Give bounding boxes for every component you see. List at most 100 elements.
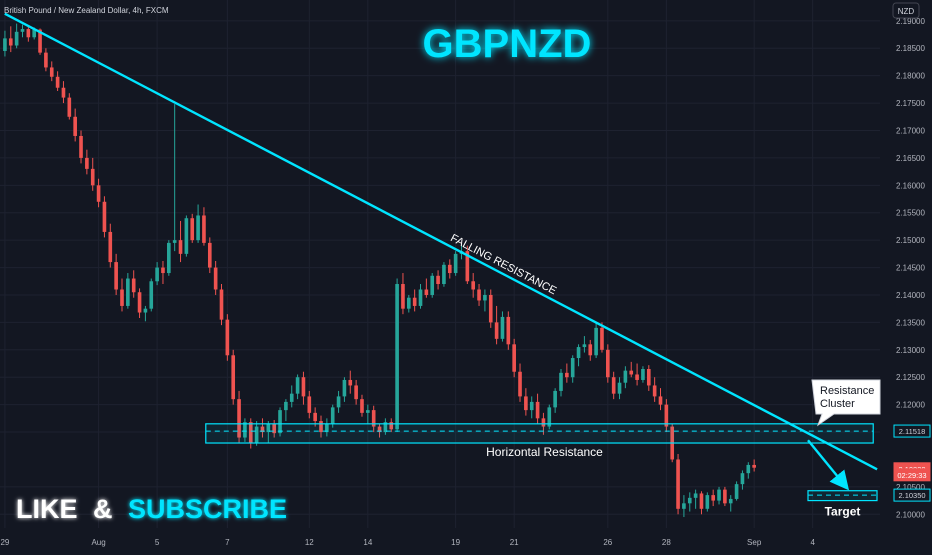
candle	[342, 377, 347, 402]
candle-body	[723, 489, 727, 504]
candle	[79, 130, 83, 164]
candle	[746, 462, 751, 479]
candle	[687, 492, 692, 512]
candle-body	[512, 344, 516, 372]
candle-body	[295, 377, 300, 394]
candle-body	[85, 157, 89, 169]
candle-body	[395, 284, 399, 430]
candle	[131, 270, 136, 298]
candle-body	[477, 289, 481, 301]
candle	[453, 251, 458, 276]
price-tag-text: 2.11518	[899, 427, 926, 436]
y-tick-label: 2.13000	[896, 346, 925, 355]
currency-badge[interactable]: NZD	[892, 2, 920, 19]
candle-body	[254, 426, 259, 444]
candle	[371, 405, 376, 433]
candle-body	[646, 368, 651, 386]
candle-body	[307, 396, 312, 413]
price-tag-level: 2.11518	[893, 424, 931, 438]
candle	[143, 305, 148, 322]
candle	[225, 314, 230, 361]
candle	[231, 349, 236, 405]
candle	[518, 363, 522, 402]
horizontal-resistance-zone[interactable]	[205, 423, 874, 444]
candle-body	[436, 275, 440, 285]
candle	[465, 245, 470, 285]
candle	[155, 262, 159, 286]
candle	[535, 393, 540, 424]
price-tag-box	[893, 424, 931, 438]
currency-badge-label: NZD	[898, 7, 915, 16]
candle-body	[658, 396, 663, 405]
candle-body	[635, 374, 639, 380]
x-tick-label: 12	[305, 538, 314, 547]
candle	[289, 385, 294, 408]
price-tag-level: 2.10350	[893, 488, 931, 502]
candle-body	[225, 319, 230, 356]
y-tick-label: 2.16500	[896, 154, 925, 163]
candle-body	[383, 422, 388, 433]
cta-ampersand: &	[93, 494, 113, 524]
candle-body	[377, 426, 382, 433]
candle	[734, 481, 739, 501]
candle	[682, 495, 686, 518]
y-tick-label: 2.15000	[896, 236, 925, 245]
candle	[401, 273, 405, 315]
candle	[85, 149, 89, 175]
candle-body	[260, 426, 265, 433]
candle-body	[717, 489, 721, 501]
candle-body	[518, 371, 522, 397]
candle-body	[401, 284, 405, 309]
candle-body	[406, 297, 411, 309]
y-tick-label: 2.15500	[896, 209, 925, 218]
candle-body	[453, 253, 458, 274]
y-tick-label: 2.12000	[896, 401, 925, 410]
candle	[635, 363, 639, 386]
target-zone[interactable]	[807, 490, 878, 502]
candle-body	[237, 399, 241, 438]
candle-body	[26, 29, 31, 38]
candle	[237, 390, 241, 444]
candle	[529, 396, 534, 419]
price-tag-countdown: 02:29:33	[893, 468, 931, 482]
candle-body	[500, 316, 505, 339]
candle-body	[752, 464, 756, 468]
candle-body	[371, 410, 376, 427]
candle	[73, 108, 77, 142]
candle-body	[553, 390, 557, 408]
candle	[699, 491, 704, 515]
candle-body	[705, 495, 710, 509]
y-tick-label: 2.14500	[896, 264, 925, 273]
candle-body	[207, 242, 212, 268]
candle-body	[172, 240, 177, 243]
candle-body	[61, 87, 66, 98]
candle	[272, 419, 276, 438]
candle	[565, 363, 569, 383]
candle	[641, 366, 645, 383]
candle-body	[14, 31, 19, 46]
candle-body	[272, 423, 276, 434]
candle-body	[313, 412, 317, 422]
candle-body	[301, 377, 306, 397]
price-tag-box	[893, 488, 931, 502]
candle	[483, 289, 487, 312]
candle	[172, 104, 177, 252]
candle-body	[248, 422, 253, 444]
candle-body	[488, 294, 493, 323]
x-tick-label: 7	[225, 538, 230, 547]
candle-body	[559, 372, 563, 391]
candle	[723, 486, 727, 507]
candle	[96, 178, 101, 208]
candle-body	[652, 385, 657, 397]
y-tick-label: 2.12500	[896, 373, 925, 382]
candle-body	[687, 497, 692, 504]
falling-resistance-line[interactable]	[4, 12, 878, 471]
candle-body	[524, 396, 528, 411]
candle-body	[348, 379, 353, 386]
candle	[213, 260, 218, 295]
y-tick-label: 2.14000	[896, 291, 925, 300]
resistance-cluster-line1: Resistance	[820, 385, 874, 397]
candle-body	[606, 349, 610, 378]
candle	[319, 415, 323, 438]
